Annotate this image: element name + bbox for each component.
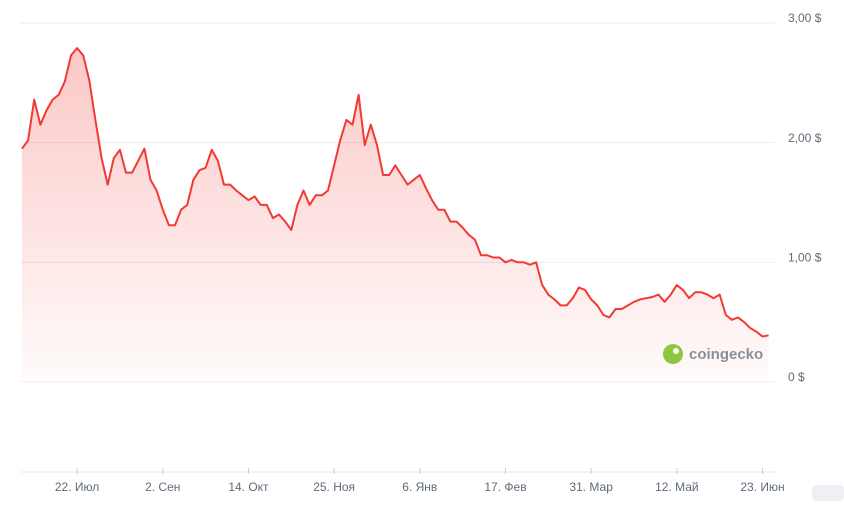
- y-tick-label: 1,00 $: [788, 251, 822, 265]
- x-tick-label: 25. Ноя: [313, 480, 355, 494]
- corner-button[interactable]: [812, 485, 844, 501]
- x-tick-label: 6. Янв: [402, 480, 437, 494]
- price-line: [21, 47, 769, 338]
- x-tick-label: 22. Июл: [55, 480, 99, 494]
- area-fill: [22, 48, 769, 382]
- x-tick-label: 23. Июн: [740, 480, 784, 494]
- x-tick-label: 12. Май: [655, 480, 699, 494]
- y-tick-label: 0 $: [788, 370, 805, 384]
- y-tick-label: 3,00 $: [788, 11, 822, 25]
- plot: [21, 47, 769, 382]
- y-tick-label: 2,00 $: [788, 131, 822, 145]
- x-tick-label: 2. Сен: [145, 480, 180, 494]
- x-tick-label: 17. Фев: [484, 480, 526, 494]
- watermark: coingecko: [689, 346, 763, 363]
- x-tick-label: 14. Окт: [228, 480, 269, 494]
- x-tick-label: 31. Мар: [569, 480, 613, 494]
- logo: [663, 344, 683, 364]
- logo-eye: [673, 348, 679, 354]
